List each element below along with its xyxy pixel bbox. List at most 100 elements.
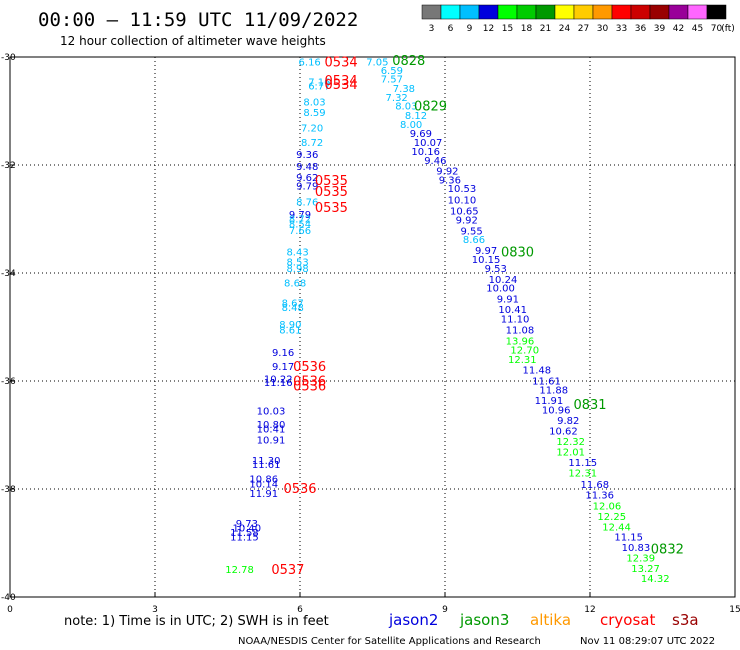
wave-height-point: 10.00 (486, 284, 515, 295)
wave-height-point: 8.66 (463, 235, 485, 246)
wave-height-point: 11.15 (230, 533, 259, 544)
wave-height-point: 9.36 (296, 150, 318, 161)
wave-height-point: 7.16 (308, 77, 330, 88)
wave-height-point: 8.61 (279, 326, 301, 337)
wave-height-point: 12.39 (626, 554, 655, 565)
color-scale-swatch (630, 4, 651, 20)
wave-height-point: 9.73 (236, 519, 258, 530)
legend-altika: altika (530, 611, 571, 629)
plot-area: 0 3 6 9 12 15-30-32-34-36-38-406.16 7.056.597.… (1, 53, 740, 615)
color-scale-swatch (459, 4, 480, 20)
wave-height-point: 12.70 (510, 346, 539, 357)
wave-height-point: 10.03 (257, 407, 286, 418)
wave-height-point: 10.96 (542, 406, 571, 417)
wave-height-point: 6.16 (299, 57, 321, 68)
wave-height-point: 14.32 (641, 574, 670, 585)
pass-time-label: 0832 (651, 542, 684, 557)
wave-height-point: 11.15 (614, 533, 643, 544)
wave-height-point: 10.65 (450, 206, 479, 217)
color-scale-label: 30 (597, 24, 609, 34)
wave-height-point: 10.10 (448, 196, 477, 207)
color-scale-label: 15 (502, 24, 513, 34)
wave-height-point: 7.05 (366, 57, 388, 68)
chart-subtitle: 12 hour collection of altimeter wave hei… (60, 34, 326, 48)
wave-height-point: 7.38 (393, 84, 415, 95)
wave-height-point: 8.03 (303, 97, 325, 108)
color-scale-label: 9 (467, 24, 473, 34)
color-scale-swatch (478, 4, 499, 20)
pass-time-label: 0534 (325, 74, 358, 89)
wave-height-point: 13.96 (506, 337, 535, 348)
color-scale-swatch (668, 4, 689, 20)
color-scale-label: 21 (540, 24, 551, 34)
wave-height-point: 13.27 (631, 564, 660, 575)
wave-height-point: 6.59 (381, 66, 403, 77)
color-scale-label: 6 (448, 24, 454, 34)
wave-height-point: 10.07 (414, 138, 443, 149)
wave-height-point: 8.72 (301, 138, 323, 149)
wave-height-point: 12.32 (556, 437, 585, 448)
wave-height-point: 6.77 (308, 82, 330, 93)
pass-time-label: 0535 (315, 174, 348, 189)
wave-height-point: 9.36 (439, 176, 461, 187)
wave-height-point: 11.15 (568, 458, 597, 469)
color-scale-swatch (421, 4, 442, 20)
x-tick-label: 9 (442, 605, 448, 615)
wave-height-point: 9.79 (296, 182, 318, 193)
y-tick-label: -36 (1, 377, 16, 387)
color-scale-label: 27 (578, 24, 589, 34)
color-scale-swatch (573, 4, 594, 20)
wave-height-point: 10.40 (233, 523, 262, 534)
legend-jason2: jason2 (388, 611, 438, 629)
color-scale-label: 18 (521, 24, 533, 34)
pass-time-label: 0536 (293, 379, 326, 394)
wave-height-point: 11.36 (585, 490, 614, 501)
color-scale-swatch (497, 4, 518, 20)
wave-height-point: 12.01 (556, 448, 585, 459)
color-scale-swatch (554, 4, 575, 20)
wave-height-point: 9.48 (296, 162, 318, 173)
pass-time-label: 0537 (271, 563, 304, 578)
wave-height-point: 11.91 (249, 489, 278, 500)
wave-height-point: 10.80 (257, 420, 286, 431)
pass-time-label: 0828 (392, 54, 425, 69)
wave-height-point: 10.22 (264, 374, 293, 385)
color-scale-swatch (649, 4, 670, 20)
wave-height-point: 8.98 (286, 264, 308, 275)
wave-height-point: 9.92 (436, 166, 458, 177)
wave-height-point: 10.62 (549, 427, 578, 438)
wave-height-point: 10.83 (622, 543, 651, 554)
satellite-legend: jason2 jason3 altika cryosat s3a (388, 611, 699, 629)
wave-height-point: 7.66 (289, 226, 311, 237)
wave-height-point: 9.16 (272, 348, 294, 359)
pass-time-label: 0535 (315, 201, 348, 216)
wave-height-point: 10.24 (489, 275, 518, 286)
wave-height-point: 8.59 (303, 108, 325, 119)
wave-height-point: 8.54 (289, 219, 311, 230)
footer-credit: NOAA/NESDIS Center for Satellite Applica… (238, 636, 541, 647)
wave-height-point: 9.91 (497, 294, 519, 305)
wave-height-point: 8.76 (296, 198, 318, 209)
pass-time-label: 0830 (501, 245, 534, 260)
wave-height-point: 8.67 (282, 299, 304, 310)
wave-height-point: 11.10 (501, 314, 530, 325)
x-tick-label: 3 (152, 605, 158, 615)
color-scale-label: 39 (654, 24, 666, 34)
y-tick-label: -30 (1, 53, 16, 63)
color-scale-label: 3 (429, 24, 435, 34)
wave-height-point: 11.16 (264, 378, 293, 389)
wave-height-point: 9.46 (424, 156, 446, 167)
wave-height-point: 8.43 (286, 247, 308, 258)
wave-height-point: 8.72 (289, 214, 311, 225)
wave-height-point: 10.15 (472, 255, 501, 266)
pass-time-label: 0534 (325, 78, 358, 93)
wave-height-point: 7.57 (381, 75, 403, 86)
wave-height-point: 12.44 (602, 522, 631, 533)
wave-height-point: 11.88 (539, 386, 568, 397)
pass-time-label: 0535 (315, 185, 348, 200)
color-scale-unit: (ft) (721, 24, 735, 34)
color-scale-label: 33 (616, 24, 627, 34)
pass-time-label: 0534 (325, 55, 358, 70)
wave-height-point: 10.41 (498, 305, 527, 316)
